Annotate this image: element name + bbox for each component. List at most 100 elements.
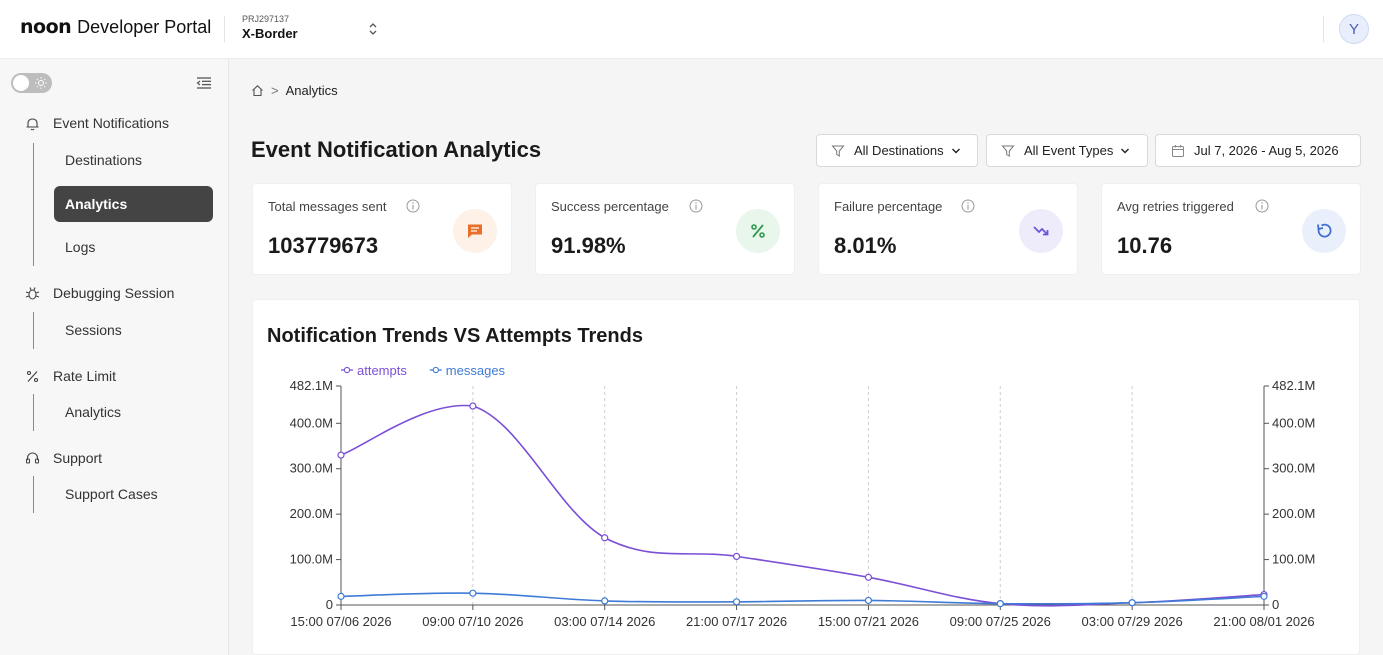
stat-value: 10.76 bbox=[1117, 233, 1173, 258]
event-types-filter-value: All Event Types bbox=[1024, 143, 1114, 158]
data-point-attempts bbox=[601, 534, 609, 542]
x-tick-label: 15:00 07/06 2026 bbox=[290, 614, 391, 629]
filter-icon bbox=[831, 145, 845, 157]
series-line-messages bbox=[340, 592, 1265, 605]
stat-card-total-messages: Total messages sent 103779673 bbox=[252, 183, 512, 275]
sidebar-item-destinations[interactable]: Destinations bbox=[54, 142, 213, 178]
breadcrumb-current: Analytics bbox=[285, 83, 338, 98]
legend-label-attempts: attempts bbox=[357, 363, 407, 378]
stat-label: Failure percentage bbox=[834, 199, 943, 214]
stat-card-failure-percentage: Failure percentage 8.01% bbox=[818, 183, 1078, 275]
data-point-messages bbox=[469, 589, 477, 597]
info-icon[interactable] bbox=[406, 199, 420, 213]
brand-logo: noon bbox=[20, 16, 72, 38]
y-tick-label: 100.0M bbox=[290, 552, 333, 567]
x-tick-label: 03:00 07/14 2026 bbox=[554, 614, 655, 629]
nav-group-label: Rate Limit bbox=[53, 368, 117, 384]
sidebar-item-label: Analytics bbox=[65, 404, 122, 420]
nav-tree-line bbox=[33, 312, 34, 349]
stat-label: Success percentage bbox=[551, 199, 669, 214]
stat-icon-badge bbox=[453, 209, 497, 253]
bug-icon bbox=[25, 286, 40, 300]
sidebar-item-label: Analytics bbox=[65, 196, 128, 212]
chevron-down-icon bbox=[1121, 148, 1130, 153]
y2-tick-label: 400.0M bbox=[1272, 415, 1315, 430]
avatar[interactable]: Y bbox=[1339, 14, 1369, 44]
nav-tree-line bbox=[33, 394, 34, 431]
nav-group-label: Event Notifications bbox=[53, 115, 169, 131]
breadcrumb: > Analytics bbox=[251, 83, 338, 98]
y-tick-label: 200.0M bbox=[290, 506, 333, 521]
x-tick-label: 21:00 08/01 2026 bbox=[1213, 614, 1314, 629]
stat-label: Avg retries triggered bbox=[1117, 199, 1234, 214]
x-tick-label: 21:00 07/17 2026 bbox=[686, 614, 787, 629]
x-tick-label: 03:00 07/29 2026 bbox=[1082, 614, 1183, 629]
legend-swatch-dot bbox=[432, 366, 439, 374]
percent-icon bbox=[26, 370, 39, 382]
sidebar-item-label: Destinations bbox=[65, 152, 143, 168]
sidebar-item-label: Sessions bbox=[65, 322, 122, 338]
legend-label-messages: messages bbox=[446, 363, 506, 378]
filter-icon bbox=[1001, 145, 1015, 157]
trend-down-icon bbox=[1033, 226, 1049, 236]
sidebar-item-support-cases[interactable]: Support Cases bbox=[54, 476, 213, 512]
data-point-attempts bbox=[864, 573, 873, 581]
y2-tick-label: 300.0M bbox=[1272, 461, 1315, 476]
stat-card-success-percentage: Success percentage 91.98% bbox=[535, 183, 795, 275]
sidebar-item-label: Logs bbox=[65, 239, 96, 255]
project-name: X-Border bbox=[242, 26, 298, 41]
info-icon[interactable] bbox=[1255, 199, 1269, 213]
home-icon[interactable] bbox=[251, 84, 264, 97]
sidebar: Event Notifications Destinations Analyti… bbox=[0, 59, 229, 655]
nav-group-label: Support bbox=[53, 450, 103, 466]
info-icon[interactable] bbox=[961, 199, 975, 213]
data-point-messages bbox=[732, 598, 741, 606]
info-icon[interactable] bbox=[689, 199, 703, 213]
date-range-value: Jul 7, 2026 - Aug 5, 2026 bbox=[1194, 143, 1339, 158]
sidebar-item-sessions[interactable]: Sessions bbox=[54, 312, 213, 348]
stat-card-avg-retries: Avg retries triggered 10.76 bbox=[1101, 183, 1361, 275]
sidebar-item-logs[interactable]: Logs bbox=[54, 229, 213, 265]
brand[interactable]: noon Developer Portal bbox=[20, 16, 211, 38]
sidebar-item-analytics[interactable]: Analytics bbox=[54, 186, 213, 222]
y-tick-label: 300.0M bbox=[290, 461, 333, 476]
data-point-attempts bbox=[469, 402, 477, 410]
nav-group-debugging-session[interactable]: Debugging Session bbox=[25, 285, 174, 301]
data-point-messages bbox=[1128, 599, 1136, 607]
stat-value: 91.98% bbox=[551, 233, 626, 258]
chart-title: Notification Trends VS Attempts Trends bbox=[267, 325, 643, 347]
nav-group-rate-limit[interactable]: Rate Limit bbox=[25, 368, 116, 384]
nav-group-label: Debugging Session bbox=[53, 285, 175, 301]
y2-tick-label: 0 bbox=[1272, 597, 1279, 612]
nav-tree-line bbox=[33, 143, 34, 266]
data-point-messages bbox=[996, 600, 1004, 608]
sidebar-item-label: Support Cases bbox=[65, 486, 158, 502]
sidebar-item-rate-limit-analytics[interactable]: Analytics bbox=[54, 394, 213, 430]
top-header: noon Developer Portal PRJ297137 X-Border… bbox=[0, 0, 1383, 59]
theme-toggle[interactable] bbox=[11, 73, 52, 93]
brand-title: Developer Portal bbox=[77, 17, 212, 37]
percent-icon bbox=[751, 224, 765, 238]
chevron-up-down-icon[interactable] bbox=[366, 20, 380, 38]
y-tick-label: 482.1M bbox=[290, 378, 333, 393]
nav-group-event-notifications[interactable]: Event Notifications bbox=[25, 115, 169, 131]
trends-line-chart: 0 0 100.0M 100.0M 200.0M 200.0M 300.0M 300.0M 40… bbox=[290, 363, 1316, 629]
legend-swatch-dot bbox=[343, 366, 351, 374]
data-point-attempts bbox=[732, 552, 741, 560]
collapse-sidebar-icon[interactable] bbox=[196, 76, 212, 90]
project-id: PRJ297137 bbox=[242, 14, 290, 24]
retry-icon bbox=[1317, 223, 1332, 238]
stat-value: 103779673 bbox=[268, 233, 379, 258]
y2-tick-label: 200.0M bbox=[1272, 506, 1315, 521]
project-selector[interactable]: PRJ297137 X-Border bbox=[242, 14, 298, 41]
event-types-filter[interactable]: All Event Types bbox=[986, 134, 1148, 167]
destinations-filter[interactable]: All Destinations bbox=[816, 134, 978, 167]
date-range-picker[interactable]: Jul 7, 2026 - Aug 5, 2026 bbox=[1155, 134, 1361, 167]
trends-chart-card: Notification Trends VS Attempts Trends 0… bbox=[252, 299, 1360, 655]
calendar-icon bbox=[1172, 144, 1184, 157]
x-tick-label: 15:00 07/21 2026 bbox=[818, 614, 919, 629]
data-point-messages bbox=[864, 596, 873, 605]
x-tick-label: 09:00 07/10 2026 bbox=[422, 614, 523, 629]
series-line-attempts bbox=[340, 404, 1265, 607]
nav-group-support[interactable]: Support bbox=[25, 450, 102, 466]
